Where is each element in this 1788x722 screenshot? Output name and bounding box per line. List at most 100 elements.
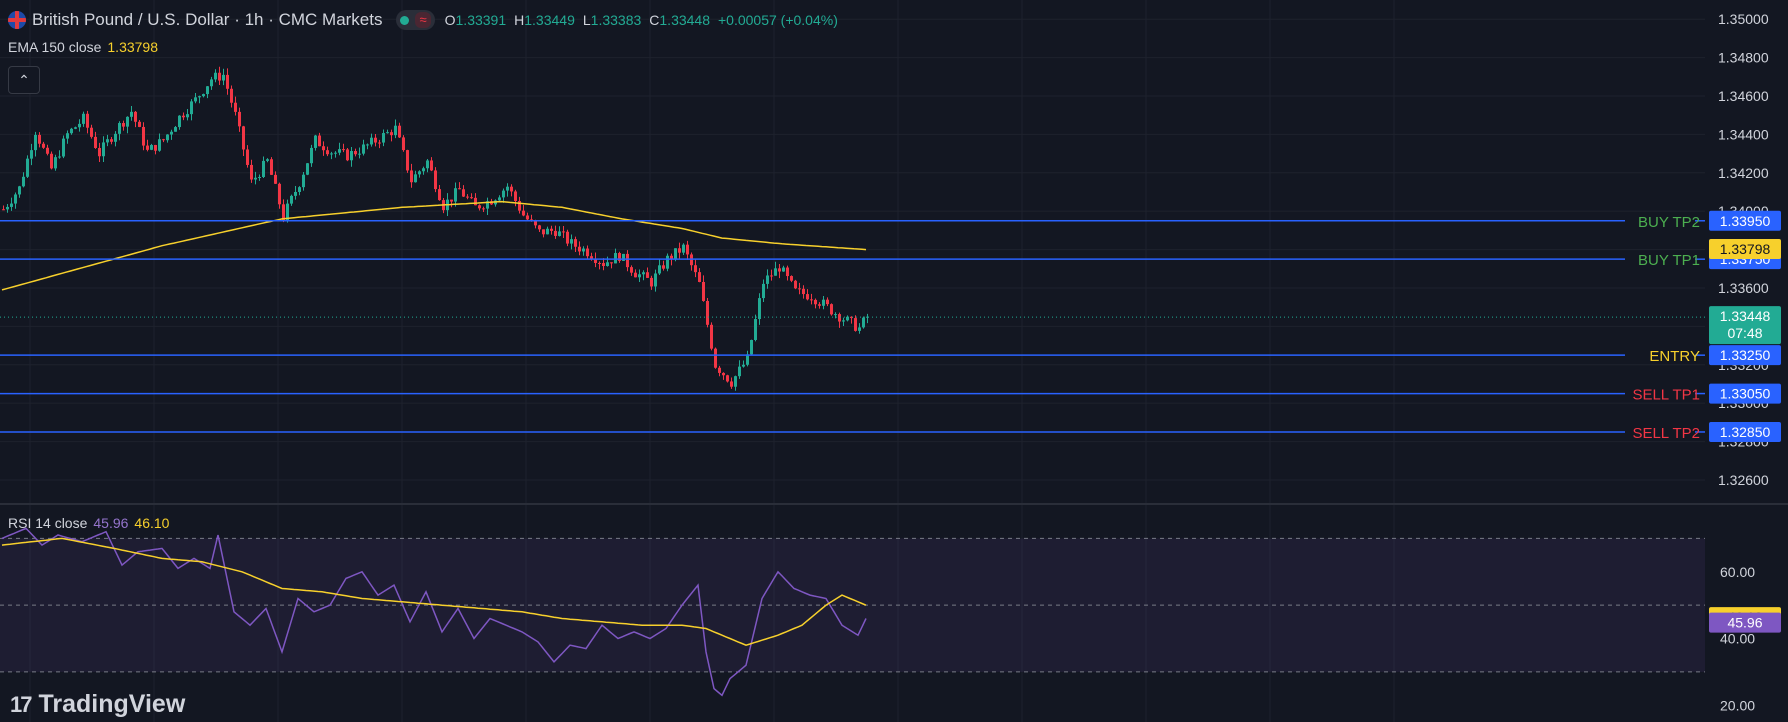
candles (2, 66, 869, 391)
candle-body (2, 209, 5, 211)
candle-body (622, 253, 625, 261)
candle-body (570, 239, 573, 244)
level-label-buy-tp1: BUY TP1 (1638, 252, 1700, 269)
candle-body (346, 149, 349, 161)
rsi-legend-label: RSI 14 close (8, 515, 88, 531)
level-price-badge: 1.33250 (1709, 345, 1781, 366)
candle-body (370, 137, 373, 145)
rsi-ma-line (1, 537, 867, 646)
candle-body (362, 144, 365, 154)
candle-body (462, 189, 465, 197)
level-price-badge: 1.32850 (1709, 421, 1781, 442)
candle-body (794, 280, 797, 289)
candle-body (806, 294, 809, 300)
candle-body (78, 123, 81, 128)
candle-body (182, 115, 185, 118)
candle-body (334, 152, 337, 154)
last-price-badge-text: 07:48 (1727, 325, 1762, 341)
candle-body (10, 203, 13, 207)
candle-body (134, 111, 137, 122)
symbol-header: British Pound / U.S. Dollar · 1h · CMC M… (8, 8, 838, 32)
candle-body (390, 132, 393, 136)
candle-body (574, 239, 577, 247)
candle-body (822, 299, 825, 306)
rsi-tick-label: 20.00 (1720, 697, 1755, 713)
candle-body (226, 74, 229, 89)
candle-body (430, 160, 433, 171)
ema-price-badge: 1.33798 (1709, 238, 1781, 259)
candle-body (482, 208, 485, 210)
candle-body (314, 135, 317, 148)
candle-body (694, 265, 697, 273)
rsi-tick-label: 40.00 (1720, 631, 1755, 647)
chevron-up-icon: ⌃ (18, 71, 30, 88)
candle-body (562, 231, 565, 233)
candle-body (542, 229, 545, 235)
candle-body (210, 79, 213, 87)
candle-body (650, 277, 653, 287)
ohlc-low: 1.33383 (590, 12, 642, 28)
candle-body (750, 340, 753, 355)
candle-body (790, 276, 793, 281)
candle-body (674, 248, 677, 260)
candle-body (50, 153, 53, 169)
price-change: +0.00057 (+0.04%) (718, 12, 838, 28)
candle-body (618, 253, 621, 261)
market-status-pill[interactable]: ≈ (396, 10, 435, 30)
candle-body (278, 183, 281, 205)
candle-body (234, 102, 237, 112)
ema-price-badge-bg (1709, 238, 1781, 259)
candle-body (546, 228, 549, 235)
ema-legend-value: 1.33798 (107, 39, 158, 55)
candle-body (458, 188, 461, 190)
candle-body (14, 194, 17, 204)
symbol-title[interactable]: British Pound / U.S. Dollar · 1h · CMC M… (32, 10, 383, 29)
candle-body (814, 299, 817, 305)
candle-body (766, 275, 769, 284)
candle-body (282, 204, 285, 221)
candle-body (798, 288, 801, 290)
candle-body (758, 298, 761, 320)
candle-body (126, 116, 129, 127)
ema-legend[interactable]: EMA 150 close 1.33798 (8, 39, 158, 55)
candle-body (174, 127, 177, 132)
collapse-legend-button[interactable]: ⌃ (8, 66, 40, 94)
candle-body (514, 191, 517, 202)
candle-body (510, 186, 513, 192)
candle-body (66, 133, 69, 139)
candle-body (722, 372, 725, 376)
ohlc-key-open: O (444, 12, 456, 28)
rsi-legend[interactable]: RSI 14 close 45.96 46.10 (8, 515, 169, 531)
candle-body (726, 375, 729, 382)
level-label-sell-tp2: SELL TP2 (1632, 425, 1700, 442)
level-label-buy-tp2: BUY TP2 (1638, 214, 1700, 231)
candle-body (82, 113, 85, 124)
candle-body (502, 190, 505, 198)
candle-body (610, 262, 613, 264)
candle-body (426, 160, 429, 169)
candle-body (826, 299, 829, 305)
candle-body (710, 324, 713, 349)
candle-body (518, 201, 521, 211)
candle-body (94, 136, 97, 148)
ohlc-high: 1.33449 (524, 12, 575, 28)
candle-body (558, 231, 561, 236)
candle-body (402, 137, 405, 151)
candle-body (190, 101, 193, 115)
candle-body (166, 134, 169, 141)
ohlc-key-high: H (514, 12, 525, 28)
candle-body (774, 268, 777, 276)
candle-body (306, 163, 309, 175)
candle-body (38, 134, 41, 144)
candle-body (178, 115, 181, 128)
candle-body (194, 97, 197, 102)
candle-body (250, 164, 253, 180)
tradingview-logo[interactable]: 17 TradingView (10, 690, 185, 719)
candle-body (350, 151, 353, 161)
candle-body (218, 72, 221, 81)
candle-body (154, 144, 157, 151)
candle-body (214, 72, 217, 80)
candle-body (614, 253, 617, 264)
